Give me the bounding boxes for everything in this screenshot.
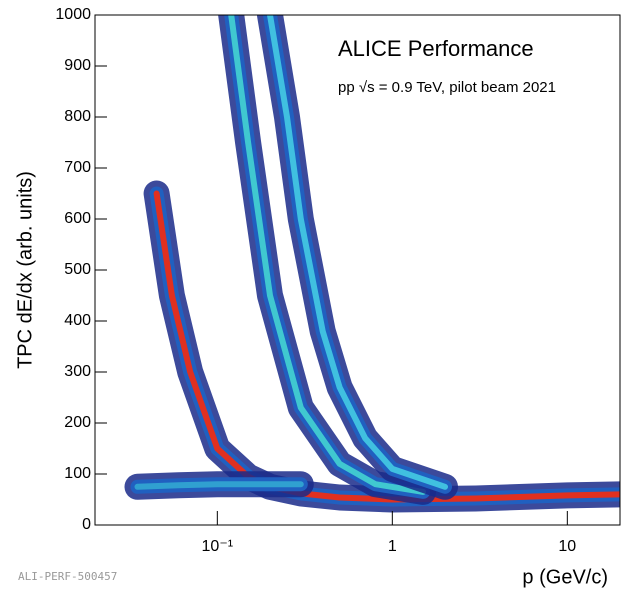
y-tick-label: 400 — [64, 312, 91, 329]
chart-subtitle: pp √s = 0.9 TeV, pilot beam 2021 — [338, 79, 556, 96]
chart-title: ALICE Performance — [338, 36, 534, 61]
band-core — [267, 15, 448, 490]
y-tick-label: 300 — [64, 363, 91, 380]
y-tick-label: 900 — [64, 57, 91, 74]
y-tick-label: 100 — [64, 465, 91, 482]
y-tick-label: 1000 — [55, 6, 91, 23]
x-tick-label: 10 — [558, 538, 576, 555]
x-tick-label: 1 — [388, 538, 397, 555]
y-tick-label: 600 — [64, 210, 91, 227]
y-tick-label: 0 — [82, 516, 91, 533]
band-core — [134, 481, 304, 490]
x-tick-label: 10⁻¹ — [202, 538, 234, 555]
band-core — [228, 15, 427, 495]
y-tick-label: 200 — [64, 414, 91, 431]
plot-area — [124, 15, 620, 513]
figure-id: ALI-PERF-500457 — [18, 570, 117, 583]
y-tick-label: 800 — [64, 108, 91, 125]
x-axis-label: p (GeV/c) — [522, 566, 608, 588]
y-tick-label: 700 — [64, 159, 91, 176]
y-axis-label: TPC dE/dx (arb. units) — [14, 171, 36, 369]
y-tick-label: 500 — [64, 261, 91, 278]
